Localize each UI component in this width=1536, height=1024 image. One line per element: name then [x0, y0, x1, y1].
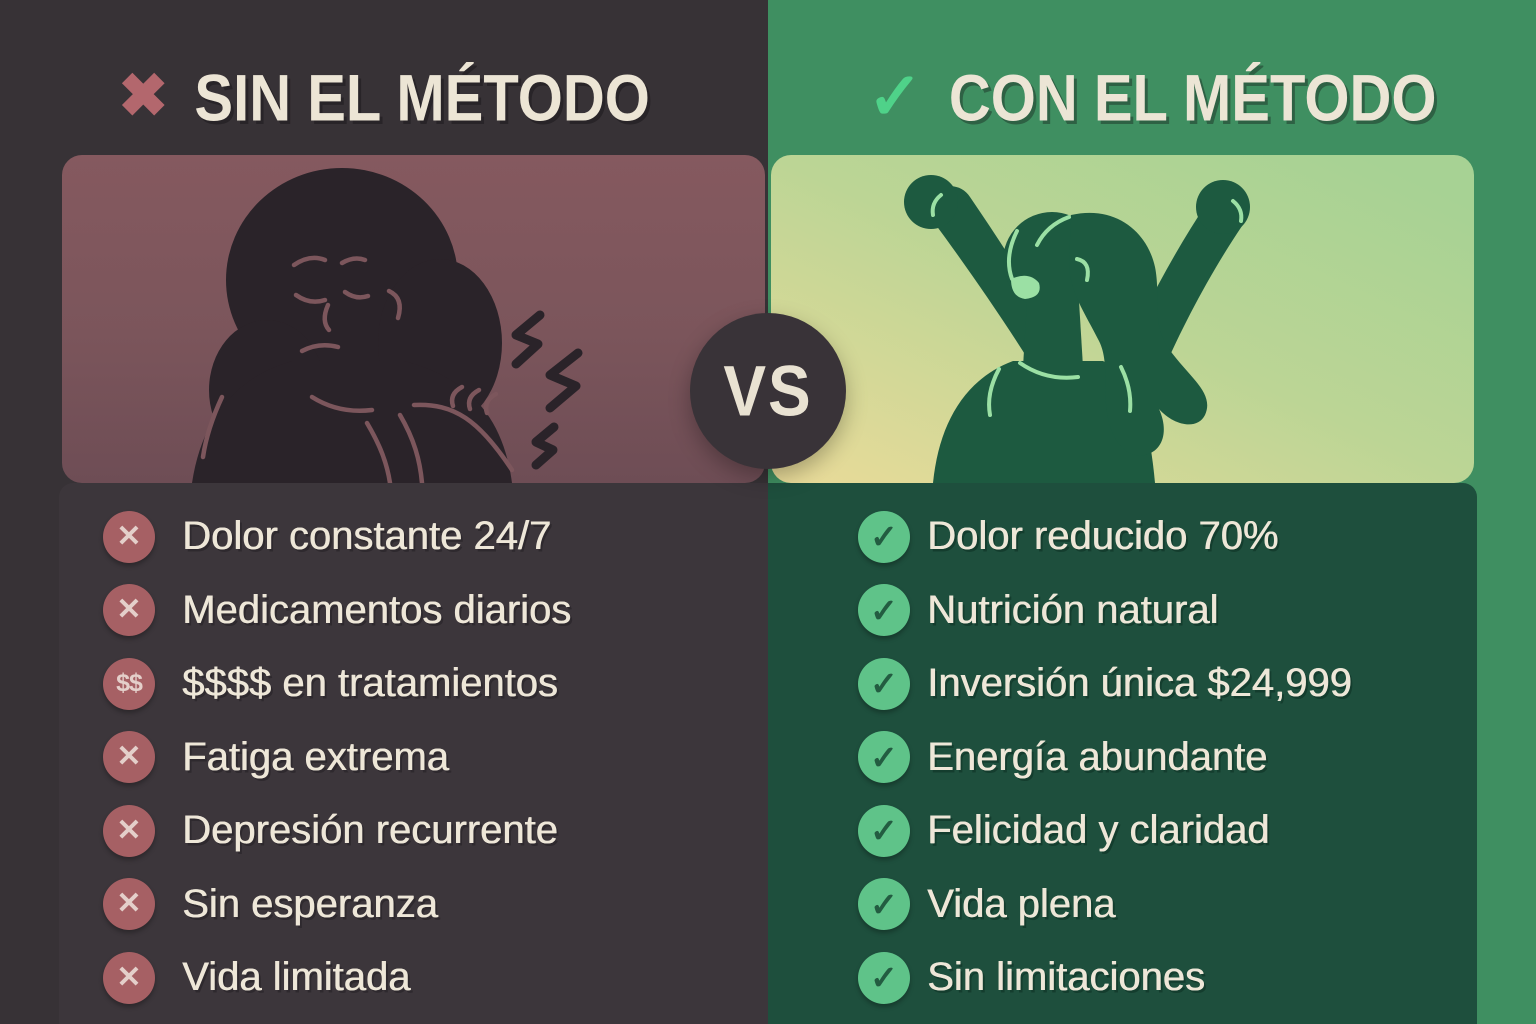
pain-zigzag-icon	[545, 348, 583, 413]
x-circle-icon: ✕	[103, 510, 155, 563]
list-item: ✓ Energía abundante	[858, 721, 1352, 795]
check-glyph: ✓	[870, 959, 898, 997]
list-item: $$ $$$$ en tratamientos	[103, 647, 571, 721]
check-circle-icon: ✓	[858, 584, 910, 637]
list-item-text: Dolor constante 24/7	[182, 514, 552, 559]
sad-woman-silhouette	[192, 168, 583, 483]
list-item: ✕ Depresión recurrente	[103, 794, 571, 868]
list-item-text: $$$$ en tratamientos	[182, 661, 558, 706]
list-item-text: Nutrición natural	[927, 587, 1219, 632]
check-circle-icon: ✓	[858, 731, 910, 784]
check-glyph: ✓	[870, 885, 898, 923]
list-item: ✓ Inversión única $24,999	[858, 647, 1352, 721]
pain-zigzag-icon	[511, 310, 545, 369]
x-glyph: ✕	[116, 519, 142, 553]
left-column-header: ✖ SIN EL MÉTODO	[0, 46, 768, 150]
list-item-text: Depresión recurrente	[182, 808, 558, 853]
list-item-text: Energía abundante	[927, 734, 1268, 779]
list-item: ✓ Nutrición natural	[858, 574, 1352, 648]
list-item-text: Vida limitada	[182, 955, 411, 1000]
x-glyph: ✕	[116, 960, 142, 994]
x-glyph: ✕	[116, 813, 142, 847]
happy-woman-illustration	[771, 155, 1474, 483]
dollars-circle-icon: $$	[103, 657, 155, 710]
list-item-text: Vida plena	[927, 881, 1116, 926]
check-circle-icon: ✓	[858, 657, 910, 710]
x-glyph: ✕	[116, 593, 142, 627]
x-circle-icon: ✕	[103, 731, 155, 784]
with-method-list: ✓ Dolor reducido 70% ✓ Nutrición natural…	[858, 500, 1352, 1015]
list-item: ✓ Felicidad y claridad	[858, 794, 1352, 868]
x-mark-icon: ✖	[118, 62, 169, 129]
check-circle-icon: ✓	[858, 804, 910, 857]
list-item: ✕ Vida limitada	[103, 941, 571, 1015]
list-item-text: Sin limitaciones	[927, 955, 1205, 1000]
list-item: ✓ Vida plena	[858, 868, 1352, 942]
pain-zigzag-icon	[531, 422, 559, 470]
check-circle-icon: ✓	[858, 878, 910, 931]
x-circle-icon: ✕	[103, 804, 155, 857]
check-mark-icon: ✓	[867, 59, 923, 133]
list-item-text: Inversión única $24,999	[927, 661, 1352, 706]
check-glyph: ✓	[870, 812, 898, 850]
list-item-text: Fatiga extrema	[182, 734, 449, 779]
check-circle-icon: ✓	[858, 510, 910, 563]
dollars-glyph: $$	[116, 669, 143, 698]
x-circle-icon: ✕	[103, 878, 155, 931]
list-item: ✓ Sin limitaciones	[858, 941, 1352, 1015]
vs-label: VS	[723, 350, 813, 432]
list-item-text: Medicamentos diarios	[182, 587, 572, 632]
list-item: ✕ Fatiga extrema	[103, 721, 571, 795]
check-glyph: ✓	[870, 665, 898, 703]
vs-badge: VS	[690, 313, 846, 469]
left-list-panel	[59, 483, 768, 1024]
list-item-text: Dolor reducido 70%	[927, 514, 1279, 559]
list-item-text: Felicidad y claridad	[927, 808, 1270, 853]
list-item: ✕ Dolor constante 24/7	[103, 500, 571, 574]
left-column-title: SIN EL MÉTODO	[194, 60, 650, 136]
happy-woman-silhouette	[904, 175, 1250, 483]
right-column-title: CON EL MÉTODO	[948, 60, 1437, 136]
list-item: ✕ Medicamentos diarios	[103, 574, 571, 648]
list-item: ✓ Dolor reducido 70%	[858, 500, 1352, 574]
check-glyph: ✓	[870, 591, 898, 629]
without-method-list: ✕ Dolor constante 24/7 ✕ Medicamentos di…	[103, 500, 571, 1015]
x-circle-icon: ✕	[103, 951, 155, 1004]
list-item: ✕ Sin esperanza	[103, 868, 571, 942]
sad-woman-illustration	[62, 155, 765, 483]
check-glyph: ✓	[870, 518, 898, 556]
right-column-header: ✓ CON EL MÉTODO	[768, 46, 1536, 150]
x-circle-icon: ✕	[103, 584, 155, 637]
x-glyph: ✕	[116, 740, 142, 774]
list-item-text: Sin esperanza	[182, 881, 438, 926]
smiling-mouth	[1011, 275, 1040, 299]
check-circle-icon: ✓	[858, 951, 910, 1004]
x-glyph: ✕	[116, 887, 142, 921]
check-glyph: ✓	[870, 738, 898, 776]
